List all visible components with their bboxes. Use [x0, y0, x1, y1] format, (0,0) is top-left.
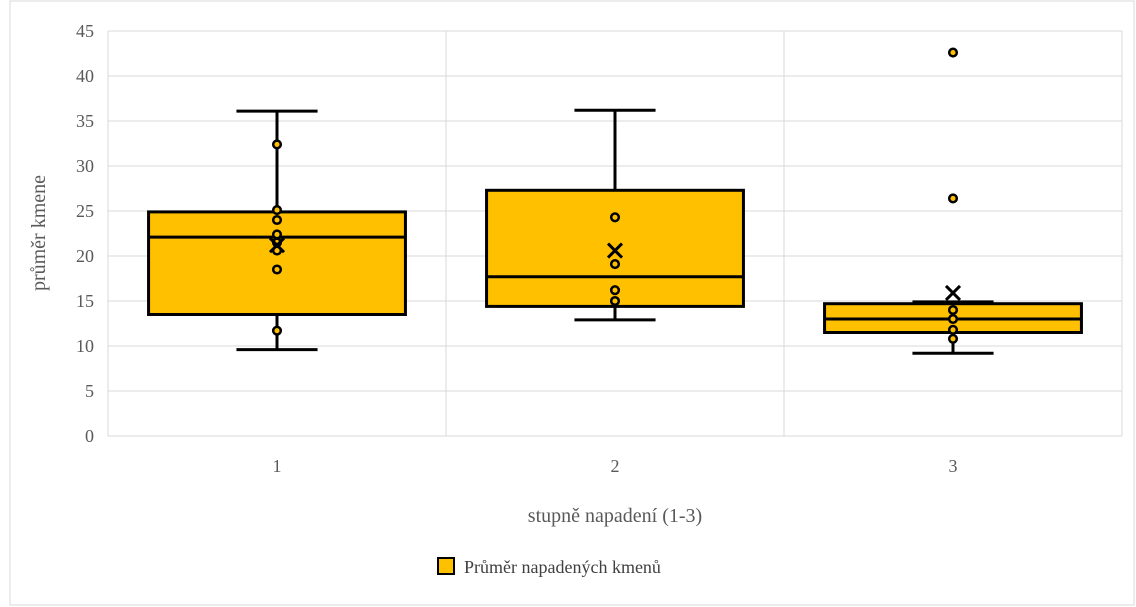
y-tick-label: 20	[76, 246, 94, 266]
y-tick-label: 25	[76, 201, 94, 221]
data-point	[947, 304, 959, 316]
data-point	[271, 139, 283, 150]
data-point	[609, 285, 621, 296]
data-point	[271, 229, 283, 240]
y-tick-label: 35	[76, 111, 94, 131]
x-tick-label: 3	[949, 456, 958, 476]
x-tick-labels: 1 2 3	[273, 456, 958, 476]
mean-marker	[944, 284, 962, 301]
y-tick-label: 10	[76, 336, 94, 356]
box	[147, 210, 407, 316]
data-point	[609, 259, 621, 270]
mean-marker	[268, 237, 286, 254]
legend-label: Průměr napadených kmenů	[464, 557, 661, 577]
gridlines	[107, 30, 1123, 437]
box-group-2	[485, 108, 745, 322]
box-group-3	[823, 47, 1083, 355]
data-point	[609, 295, 621, 307]
y-tick-label: 0	[85, 426, 94, 446]
data-point	[271, 214, 283, 226]
x-axis-title: stupně napadení (1-3)	[528, 505, 702, 527]
y-tick-label: 40	[76, 66, 94, 86]
data-point	[947, 193, 959, 204]
data-point	[609, 212, 621, 223]
y-axis-title: průměr kmene	[28, 175, 50, 291]
y-tick-label: 5	[85, 381, 94, 401]
legend: Průměr napadených kmenů	[437, 557, 661, 577]
box-group-1	[147, 109, 407, 352]
data-point	[271, 205, 283, 216]
data-point	[947, 333, 959, 344]
legend-swatch	[437, 557, 455, 575]
y-tick-label: 45	[76, 21, 94, 41]
data-point	[947, 47, 959, 58]
x-tick-label: 1	[273, 456, 282, 476]
y-tick-labels: 0 5 10 15 20 25 30 35 40 45	[76, 21, 94, 446]
y-tick-label: 30	[76, 156, 94, 176]
y-tick-label: 15	[76, 291, 94, 311]
x-tick-label: 2	[611, 456, 620, 476]
data-point	[271, 264, 283, 275]
mean-marker	[606, 242, 624, 259]
boxes	[147, 47, 1083, 355]
data-point	[947, 313, 959, 325]
data-point	[947, 324, 959, 335]
data-point	[271, 325, 283, 336]
